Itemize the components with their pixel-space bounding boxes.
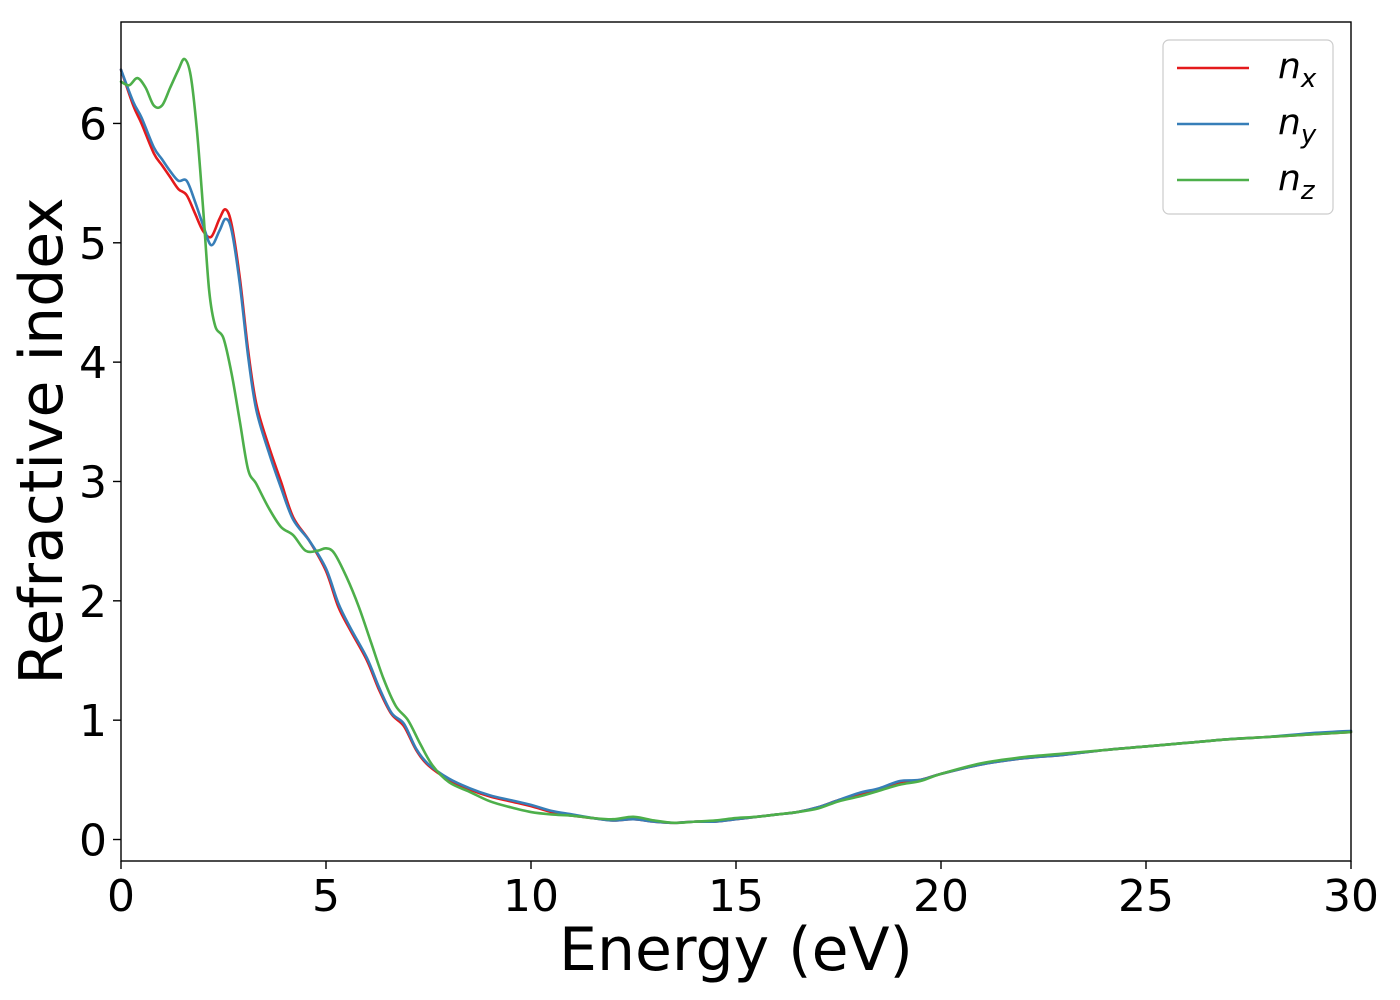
y-tick-label: 4 [79, 338, 107, 389]
x-tick-label: 25 [1118, 871, 1174, 922]
series-line-z [119, 57, 1353, 825]
x-tick-label: 30 [1323, 871, 1379, 922]
y-tick-label: 1 [79, 696, 107, 747]
legend-box [1162, 39, 1334, 215]
legend-label-z: nz [1278, 158, 1316, 206]
x-tick-label: 0 [107, 871, 135, 922]
legend: nx ny nz [1162, 39, 1334, 215]
plot-background [121, 22, 1351, 861]
x-tick-label: 10 [503, 871, 559, 922]
legend-label-x: nx [1278, 46, 1317, 94]
legend-label-y: ny [1278, 102, 1317, 150]
y-tick-label: 6 [79, 99, 107, 150]
x-tick-label: 20 [913, 871, 969, 922]
x-axis-title: Energy (eV) [559, 915, 913, 985]
y-tick-label: 5 [79, 219, 107, 270]
x-tick-label: 5 [312, 871, 340, 922]
y-axis-title: Refractive index [7, 197, 77, 684]
y-tick-label: 3 [79, 457, 107, 508]
y-tick-label: 2 [79, 577, 107, 628]
plot-frame [120, 21, 1352, 862]
x-tick-label: 15 [708, 871, 764, 922]
tick-layer: 0 5 10 15 20 25 30 0 1 2 3 4 5 6 [79, 99, 1379, 922]
y-tick-label: 0 [79, 816, 107, 867]
series-layer [119, 57, 1353, 825]
